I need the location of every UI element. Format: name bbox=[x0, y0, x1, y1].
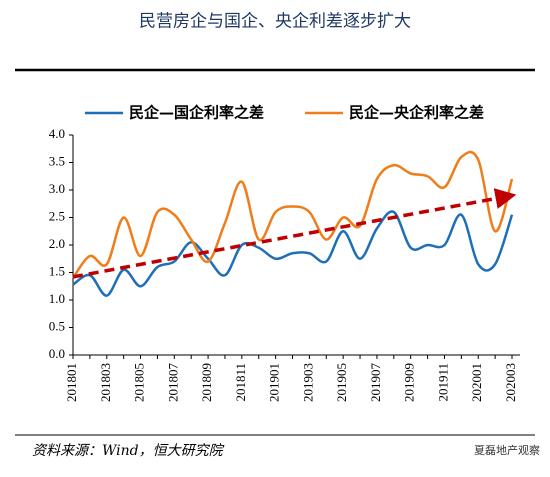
legend-label: 民企—国企利率之差 bbox=[129, 104, 264, 122]
x-tick-label: 201805 bbox=[132, 363, 147, 402]
y-tick-label: 4.0 bbox=[49, 126, 65, 141]
chart-title: 民营房企与国企、央企利差逐步扩大 bbox=[139, 12, 411, 32]
y-tick-label: 2.5 bbox=[49, 208, 65, 223]
x-tick-label: 201801 bbox=[64, 363, 79, 402]
y-tick-label: 2.0 bbox=[49, 236, 65, 251]
trend-arrow bbox=[72, 188, 517, 279]
y-tick-label: 3.0 bbox=[49, 181, 65, 196]
x-tick-label: 201905 bbox=[334, 363, 349, 402]
y-tick-label: 1.0 bbox=[49, 291, 65, 306]
x-tick-label: 201911 bbox=[435, 363, 450, 402]
y-tick-label: 1.5 bbox=[49, 263, 65, 278]
y-tick-label: 0.0 bbox=[49, 346, 65, 361]
x-tick-label: 201811 bbox=[233, 363, 248, 402]
x-tick-label: 202001 bbox=[469, 363, 484, 402]
legend-label: 民企—央企利率之差 bbox=[349, 104, 484, 122]
x-tick-label: 201903 bbox=[300, 363, 315, 402]
x-tick-label: 201807 bbox=[165, 363, 180, 403]
y-tick-label: 3.5 bbox=[49, 153, 65, 168]
x-tick-label: 201901 bbox=[267, 363, 282, 402]
x-tick-label: 201809 bbox=[199, 363, 214, 402]
y-tick-label: 0.5 bbox=[49, 318, 65, 333]
x-tick-label: 202003 bbox=[503, 363, 518, 402]
watermark: 夏磊地产观察 bbox=[474, 443, 540, 457]
x-tick-label: 201803 bbox=[98, 363, 113, 402]
x-tick-label: 201907 bbox=[368, 363, 383, 403]
x-tick-label: 201909 bbox=[402, 363, 417, 402]
series-line bbox=[71, 150, 514, 279]
source: 资料来源：Wind，恒大研究院 bbox=[32, 443, 225, 459]
series-line bbox=[72, 210, 514, 297]
